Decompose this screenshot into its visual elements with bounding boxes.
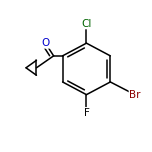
Text: Br: Br bbox=[129, 90, 141, 100]
Text: F: F bbox=[83, 108, 89, 117]
Text: Cl: Cl bbox=[81, 19, 92, 29]
Text: O: O bbox=[41, 38, 50, 48]
